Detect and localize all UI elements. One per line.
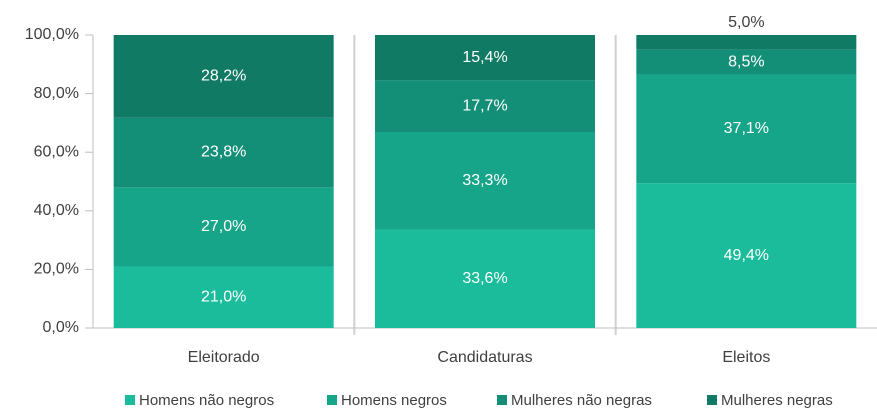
value-label: 33,6%	[462, 270, 507, 287]
y-tick-label: 100,0%	[25, 26, 79, 43]
y-tick-label: 60,0%	[34, 143, 79, 160]
y-tick-label: 40,0%	[34, 202, 79, 219]
y-tick-label: 20,0%	[34, 261, 79, 278]
bar-segment	[636, 49, 857, 75]
legend-label: Mulheres negras	[721, 392, 833, 409]
value-label: 28,2%	[201, 68, 246, 85]
y-tick-label: 80,0%	[34, 85, 79, 102]
bar-segment	[636, 183, 857, 328]
bar-segment	[375, 80, 595, 132]
value-label: 37,1%	[724, 120, 769, 137]
bar-segment	[375, 131, 595, 230]
value-label: 8,5%	[728, 53, 764, 70]
x-tick-label: Eleitos	[722, 349, 770, 366]
x-tick-label: Eleitorado	[188, 349, 260, 366]
legend-label: Mulheres não negras	[511, 392, 652, 409]
y-tick-label: 0,0%	[43, 319, 79, 336]
legend-swatch	[497, 395, 507, 405]
bar-segment	[375, 229, 595, 328]
legend-swatch	[327, 395, 337, 405]
legend-label: Homens negros	[341, 392, 447, 409]
bar-segment	[113, 187, 334, 267]
value-label: 15,4%	[462, 49, 507, 66]
bar-segment	[636, 74, 857, 184]
value-label: 23,8%	[201, 144, 246, 161]
bar-segment	[113, 35, 334, 118]
value-label: 5,0%	[728, 14, 764, 31]
value-label: 21,0%	[201, 288, 246, 305]
x-tick-label: Candidaturas	[437, 349, 532, 366]
value-label: 17,7%	[462, 97, 507, 114]
value-label: 27,0%	[201, 218, 246, 235]
legend-label: Homens não negros	[139, 392, 274, 409]
bar-segment	[636, 35, 857, 50]
bar-segment	[113, 117, 334, 188]
legend-swatch	[707, 395, 717, 405]
bar-segment	[375, 35, 595, 81]
bar-segment	[113, 266, 334, 328]
legend-swatch	[125, 395, 135, 405]
value-label: 49,4%	[724, 247, 769, 264]
value-label: 33,3%	[462, 172, 507, 189]
